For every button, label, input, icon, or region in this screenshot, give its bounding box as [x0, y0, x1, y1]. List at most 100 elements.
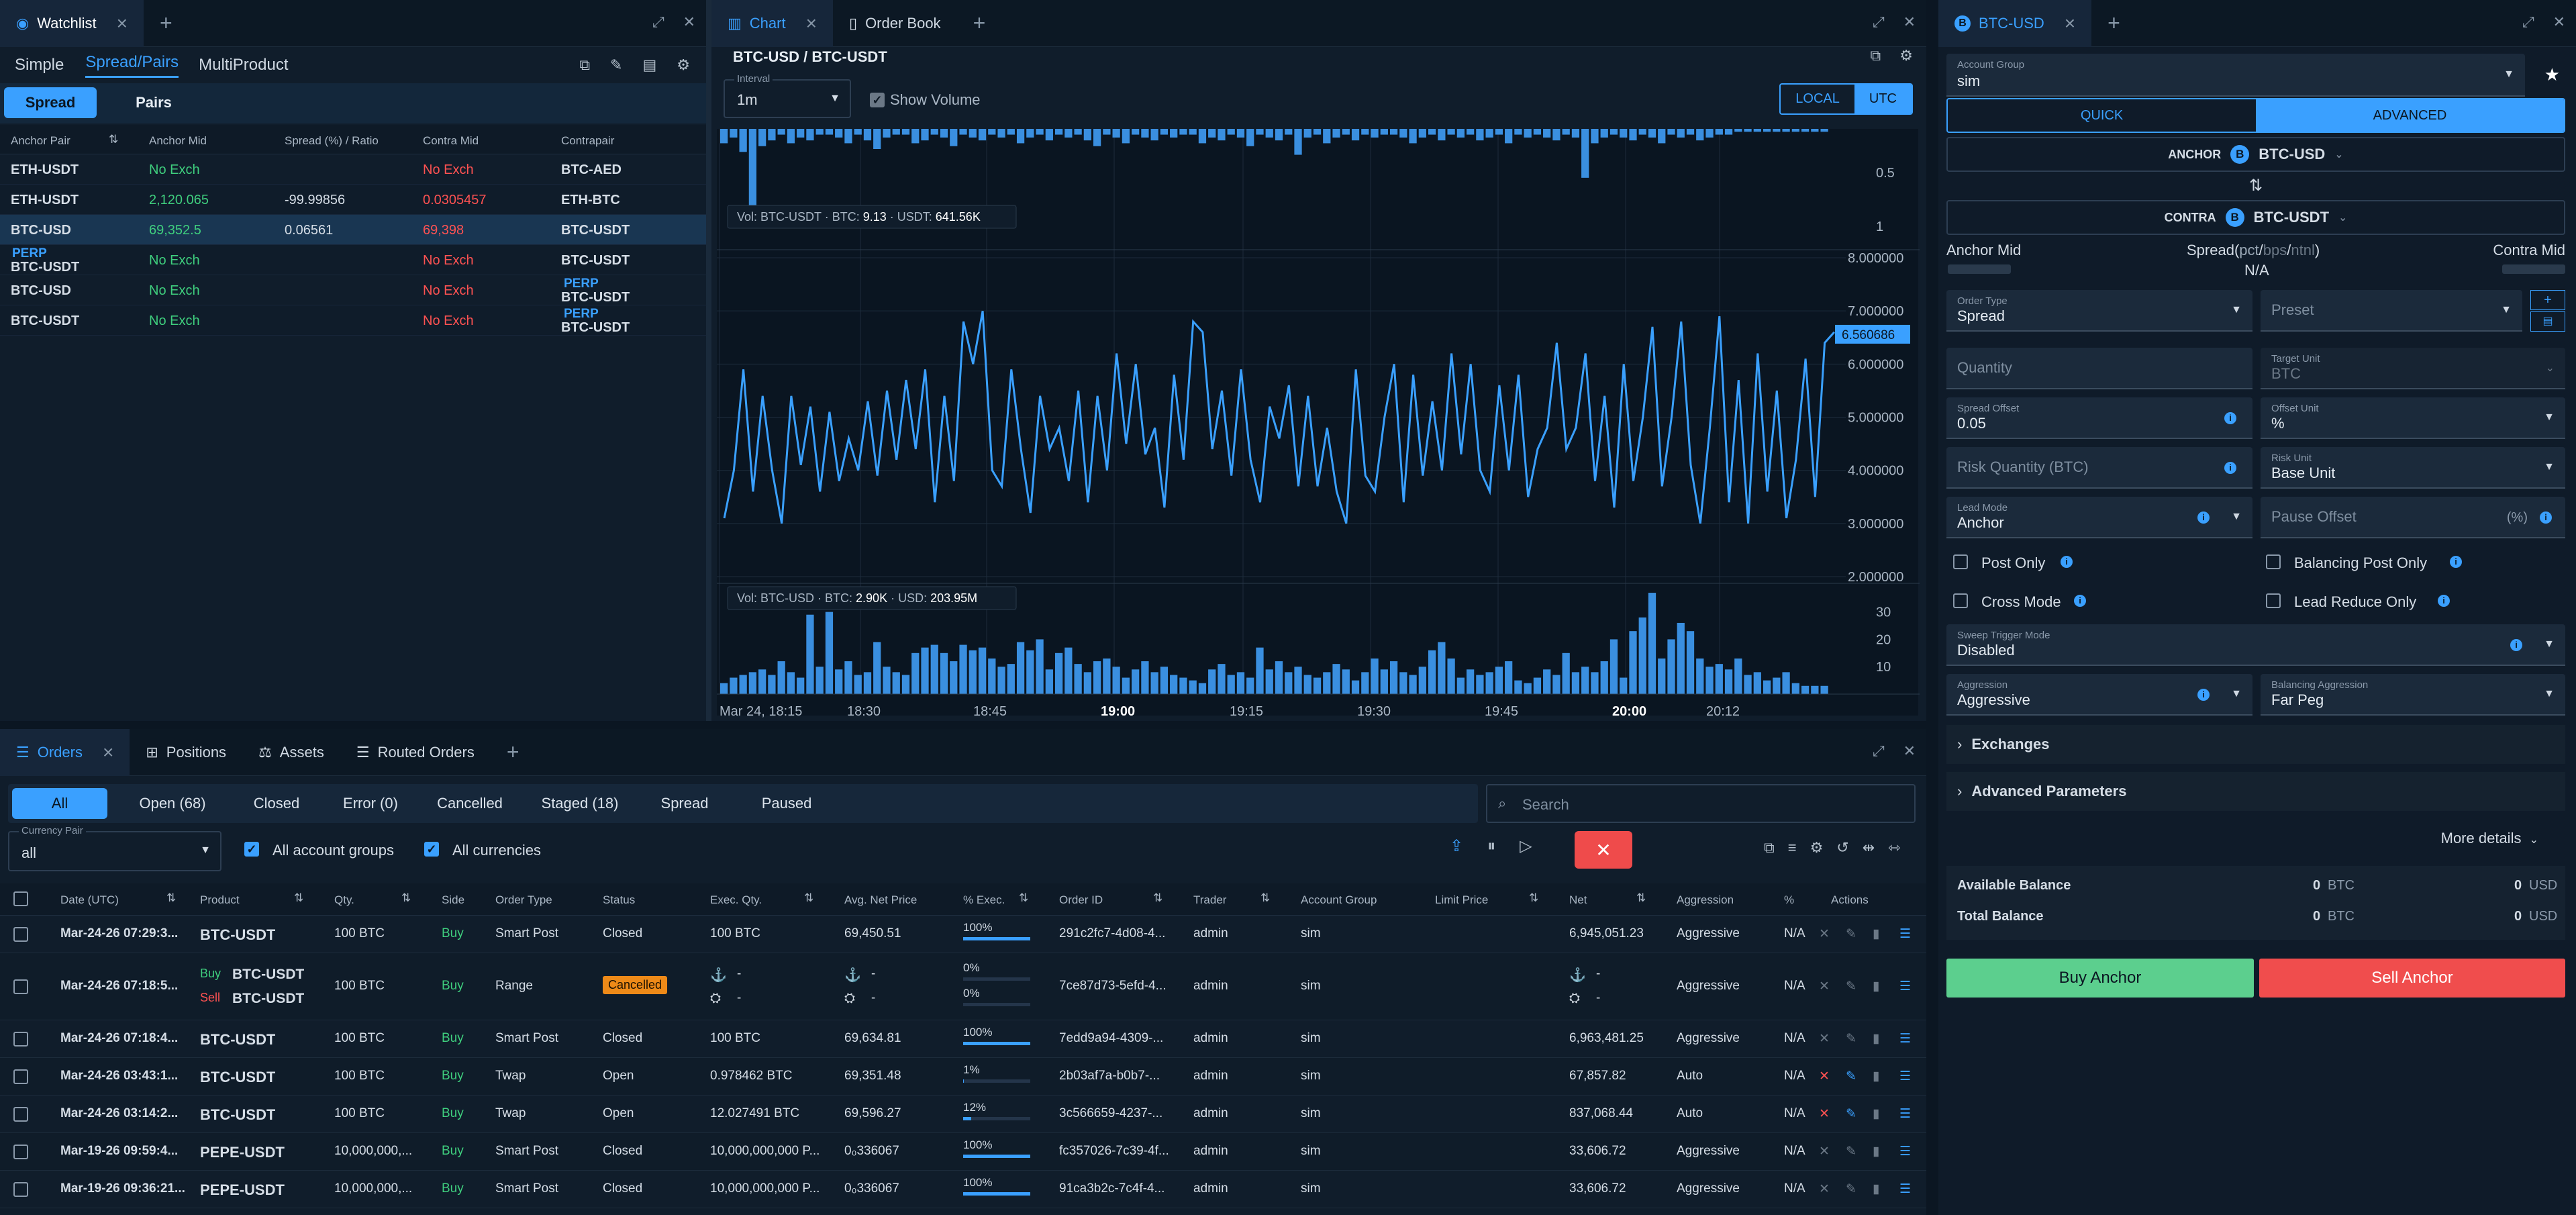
column-header[interactable]: Aggression: [1677, 893, 1734, 906]
maximize-icon[interactable]: ⤢: [1872, 13, 1885, 30]
lead-reduce-only-checkbox[interactable]: [2266, 593, 2281, 608]
row-checkbox[interactable]: [13, 979, 28, 994]
popout-icon[interactable]: ⧉: [1764, 839, 1775, 856]
filter-staged-18[interactable]: Staged (18): [541, 795, 619, 812]
settings-icon[interactable]: ⚙: [677, 56, 690, 73]
tab-assets[interactable]: ⚖ Assets: [242, 729, 340, 776]
cancel-order-icon[interactable]: ✕: [1819, 1107, 1830, 1121]
col-anchor-pair[interactable]: Anchor Pair: [11, 134, 70, 147]
info-icon[interactable]: i: [2224, 462, 2236, 474]
details-icon[interactable]: ☰: [1899, 1032, 1912, 1046]
column-header[interactable]: Date (UTC): [60, 893, 119, 906]
column-header[interactable]: Limit Price: [1435, 893, 1489, 906]
edit-order-icon[interactable]: ✎: [1846, 1032, 1856, 1046]
mode-multiproduct[interactable]: MultiProduct: [199, 56, 289, 74]
order-type-select[interactable]: Order Type Spread ▼: [1946, 290, 2252, 332]
tab-chart[interactable]: ▥ Chart ×: [711, 0, 833, 47]
close-icon[interactable]: ×: [805, 12, 817, 34]
sort-icon[interactable]: ⇅: [1153, 891, 1163, 904]
info-icon[interactable]: i: [2074, 595, 2086, 607]
col-contra-mid[interactable]: Contra Mid: [423, 134, 479, 147]
preset-save-button[interactable]: ▤: [2530, 311, 2565, 332]
select-all-checkbox[interactable]: [13, 891, 28, 906]
column-header[interactable]: Avg. Net Price: [844, 893, 918, 906]
cancel-order-icon[interactable]: ✕: [1819, 1032, 1830, 1046]
row-checkbox[interactable]: [13, 1069, 28, 1084]
tab-order-book[interactable]: ▯ Order Book: [833, 0, 957, 47]
sort-icon[interactable]: ⇅: [1636, 891, 1646, 904]
filter-error-0[interactable]: Error (0): [343, 795, 398, 812]
sort-icon[interactable]: ⇅: [401, 891, 411, 904]
settings-icon[interactable]: ⚙: [1810, 839, 1824, 856]
details-icon[interactable]: ☰: [1899, 927, 1912, 941]
close-icon[interactable]: ×: [102, 741, 114, 763]
popout-icon[interactable]: ⧉: [1870, 47, 1881, 64]
watchlist-row[interactable]: BTC-USD 69,352.5 0.06561 69,398 BTC-USDT: [0, 215, 706, 245]
contra-selector[interactable]: CONTRA B BTC-USDT ⌄: [1946, 200, 2565, 235]
row-checkbox[interactable]: [13, 1182, 28, 1197]
details-icon[interactable]: ☰: [1899, 979, 1912, 993]
clipboard-icon[interactable]: ▤: [642, 56, 657, 73]
filter-cancelled[interactable]: Cancelled: [437, 795, 503, 812]
delete-order-icon[interactable]: ▮: [1873, 927, 1880, 941]
star-icon[interactable]: ★: [2544, 64, 2560, 85]
mode-quick-button[interactable]: QUICK: [2080, 107, 2124, 123]
mode-simple[interactable]: Simple: [15, 56, 64, 74]
cross-mode-checkbox[interactable]: [1953, 593, 1968, 608]
advanced-parameters-section[interactable]: › Advanced Parameters: [1946, 772, 2565, 811]
preset-add-button[interactable]: +: [2530, 290, 2565, 310]
cancel-all-button[interactable]: ✕: [1575, 831, 1632, 869]
quantity-input[interactable]: Quantity: [1946, 348, 2252, 389]
col-anchor-mid[interactable]: Anchor Mid: [149, 134, 207, 147]
column-header[interactable]: Net: [1569, 893, 1587, 906]
column-header[interactable]: Status: [603, 893, 636, 906]
sort-icon[interactable]: ⇅: [1529, 891, 1539, 904]
maximize-icon[interactable]: ⤢: [652, 13, 664, 30]
tab-orders[interactable]: ☰ Orders ×: [0, 729, 130, 776]
order-row[interactable]: Mar-24-26 07:18:5... Buy BTC-USDT Sell BTC-U…: [0, 953, 1926, 1020]
show-volume-checkbox[interactable]: ✓: [870, 93, 885, 107]
subtab-spread[interactable]: Spread: [4, 87, 97, 118]
close-icon[interactable]: ×: [116, 12, 128, 34]
filter-open-68[interactable]: Open (68): [139, 795, 206, 812]
info-icon[interactable]: i: [2197, 512, 2210, 524]
delete-order-icon[interactable]: ▮: [1873, 1182, 1880, 1196]
subtab-pairs[interactable]: Pairs: [136, 94, 172, 111]
sort-icon[interactable]: ⇅: [1260, 891, 1271, 904]
col-contrapair[interactable]: Contrapair: [561, 134, 615, 147]
tz-utc-button[interactable]: UTC: [1854, 85, 1912, 113]
interval-select[interactable]: Interval 1m ▼: [724, 73, 851, 118]
mode-advanced-button[interactable]: ADVANCED: [2256, 99, 2564, 132]
expand-icon[interactable]: ⇿: [1888, 839, 1901, 856]
all-currencies-checkbox[interactable]: ✓: [424, 842, 439, 857]
lead-mode-select[interactable]: Lead Mode Anchor i ▼: [1946, 497, 2252, 538]
order-row[interactable]: Mar-24-26 07:18:4... BTC-USDT 100 BTC Buy Sm…: [0, 1020, 1926, 1058]
collapse-icon[interactable]: ⇹: [1862, 839, 1875, 856]
column-header[interactable]: Account Group: [1301, 893, 1377, 906]
column-header[interactable]: Qty.: [334, 893, 354, 906]
maximize-icon[interactable]: ⤢: [1872, 742, 1885, 759]
close-panel-icon[interactable]: ✕: [683, 13, 695, 30]
sort-icon[interactable]: ⇅: [109, 133, 119, 146]
add-tab-button[interactable]: +: [159, 11, 172, 35]
edit-order-icon[interactable]: ✎: [1846, 1107, 1856, 1121]
panel-splitter-right[interactable]: [1926, 0, 1938, 1215]
sort-icon[interactable]: ⇅: [1019, 891, 1029, 904]
watchlist-row[interactable]: BTC-USD No Exch No Exch PERP BTC-USDT: [0, 275, 706, 305]
settings-icon[interactable]: ⚙: [1899, 47, 1913, 64]
watchlist-row[interactable]: BTC-USDT No Exch No Exch PERP BTC-USDT: [0, 305, 706, 336]
order-row[interactable]: Mar-19-26 09:36:21... PEPE-USDT 10,000,000…: [0, 1171, 1926, 1208]
add-tab-button[interactable]: +: [2108, 11, 2120, 35]
delete-order-icon[interactable]: ▮: [1873, 1145, 1880, 1159]
row-checkbox[interactable]: [13, 1145, 28, 1159]
balancing-aggression-select[interactable]: Balancing Aggression Far Peg ▼: [2261, 674, 2565, 716]
aggression-select[interactable]: Aggression Aggressive i ▼: [1946, 674, 2252, 716]
details-icon[interactable]: ☰: [1899, 1069, 1912, 1083]
offset-unit-select[interactable]: Offset Unit % ▼: [2261, 397, 2565, 439]
add-tab-button[interactable]: +: [506, 740, 519, 764]
cancel-order-icon[interactable]: ✕: [1819, 1182, 1830, 1196]
panel-splitter[interactable]: [706, 0, 711, 721]
upload-icon[interactable]: ⇪: [1450, 837, 1464, 855]
anchor-selector[interactable]: ANCHOR B BTC-USD ⌄: [1946, 137, 2565, 172]
details-icon[interactable]: ☰: [1899, 1182, 1912, 1196]
